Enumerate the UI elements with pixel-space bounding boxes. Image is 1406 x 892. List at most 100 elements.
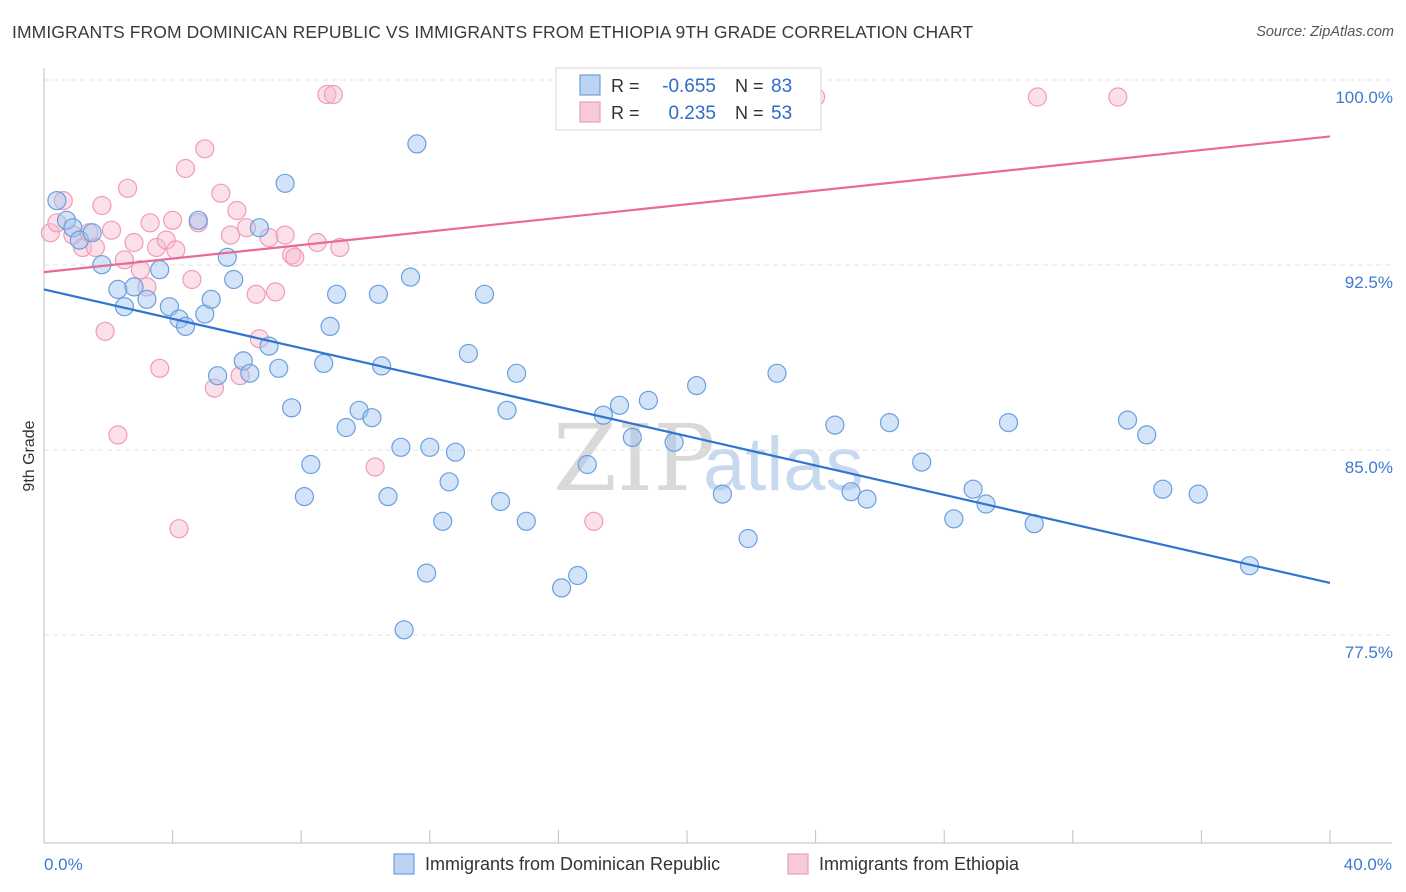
ethiopia-point xyxy=(85,237,106,258)
legend-r-label-1: R = xyxy=(611,76,640,96)
dominican-point xyxy=(378,487,398,507)
dominican-point xyxy=(327,284,347,304)
dominican-point xyxy=(1137,425,1157,445)
dominican-point xyxy=(879,413,900,433)
dominican-point xyxy=(568,565,588,586)
dominican-point xyxy=(490,491,511,512)
dominican-point xyxy=(301,454,321,475)
ethiopia-point xyxy=(265,282,286,302)
legend-n-label-2: N = xyxy=(735,103,764,123)
y-tick-label: 100.0% xyxy=(1335,88,1393,107)
dominican-point xyxy=(240,363,260,383)
dominican-point xyxy=(767,363,787,383)
dominican-point xyxy=(841,482,861,502)
dominican-point xyxy=(108,279,128,299)
dominican-point xyxy=(1188,484,1208,504)
ethiopia-point xyxy=(108,425,128,445)
dominican-point xyxy=(56,210,77,230)
ethiopia-point xyxy=(584,511,604,531)
ethiopia-point xyxy=(146,237,167,258)
ethiopia-point xyxy=(1027,87,1048,107)
chart-title: IMMIGRANTS FROM DOMINICAN REPUBLIC VS IM… xyxy=(12,22,974,42)
dominican-point xyxy=(445,442,466,462)
ethiopia-point xyxy=(40,223,61,243)
dominican-point xyxy=(47,191,67,211)
dominican-point xyxy=(420,437,440,457)
ethiopia-point xyxy=(182,269,202,290)
dominican-point xyxy=(638,390,659,410)
ethiopia-swatch xyxy=(579,101,601,123)
dominican-point xyxy=(368,284,388,304)
ethiopia-point xyxy=(204,378,224,398)
legend-r-value-2: 0.235 xyxy=(668,103,716,124)
ethiopia-point xyxy=(330,237,350,258)
ethiopia-point xyxy=(130,260,150,280)
dominican-point xyxy=(150,260,170,280)
watermark-atlas: atlas xyxy=(703,422,864,507)
dominican-point xyxy=(497,400,517,420)
dominican-point xyxy=(912,452,932,472)
dominican-point xyxy=(686,376,707,396)
y-tick-labels: 77.5% 85.0% 92.5% 100.0% xyxy=(1335,88,1393,662)
ethiopia-point xyxy=(211,183,231,203)
ethiopia-points xyxy=(40,84,1128,539)
ethiopia-point xyxy=(166,240,186,260)
dominican-point xyxy=(577,454,597,475)
dominican-point xyxy=(1117,410,1138,430)
legend-n-label-1: N = xyxy=(735,76,764,96)
dominican-point xyxy=(458,343,478,364)
ethiopia-point xyxy=(156,230,176,250)
ethiopia-point xyxy=(53,191,73,211)
dominican-point xyxy=(314,353,334,373)
dominican-point xyxy=(609,395,630,415)
dominican-point xyxy=(217,247,237,267)
dominican-point xyxy=(506,363,527,383)
dominican-point xyxy=(439,472,459,492)
watermark-zip: ZIP xyxy=(553,405,715,512)
legend-swatch-ethiopia xyxy=(787,853,809,875)
dominican-point xyxy=(738,528,758,549)
ethiopia-point xyxy=(220,225,241,245)
source-label: Source: ZipAtlas.com xyxy=(1256,24,1394,40)
ethiopia-point xyxy=(246,284,266,304)
ethiopia-point xyxy=(259,228,279,248)
ethiopia-point xyxy=(365,457,385,477)
series-legend: Immigrants from Dominican Republic Immig… xyxy=(393,853,1020,875)
dominican-point xyxy=(551,578,572,598)
y-tick-label: 77.5% xyxy=(1345,643,1393,662)
ethiopia-point xyxy=(124,232,144,253)
ethiopia-point xyxy=(317,84,337,105)
dominican-point xyxy=(474,284,495,304)
y-axis-label: 9th Grade xyxy=(21,420,38,491)
dominican-point xyxy=(82,223,102,243)
ethiopia-point xyxy=(227,200,247,221)
dominican-point xyxy=(400,267,421,287)
ethiopia-point xyxy=(101,220,122,240)
dominican-point xyxy=(825,415,845,435)
dominican-point xyxy=(269,358,289,378)
legend-n-value-2: 53 xyxy=(771,103,792,124)
legend-label-ethiopia: Immigrants from Ethiopia xyxy=(819,854,1020,874)
ethiopia-point xyxy=(275,225,295,245)
ethiopia-point xyxy=(1108,87,1128,107)
ethiopia-point xyxy=(114,250,135,270)
dominican-points xyxy=(47,134,1260,640)
dominican-point xyxy=(944,509,964,529)
stats-legend: R = -0.655 N = 83 R = 0.235 N = 53 xyxy=(555,67,822,131)
dominican-point xyxy=(224,269,244,290)
dominican-point xyxy=(208,366,228,386)
ethiopia-point xyxy=(175,158,196,179)
dominican-point xyxy=(712,484,733,504)
y-tick-label: 85.0% xyxy=(1345,458,1393,477)
dominican-point xyxy=(233,351,253,371)
legend-swatch-dominican xyxy=(393,853,415,875)
dominican-point xyxy=(249,218,269,238)
dominican-point xyxy=(362,408,382,428)
dominican-point xyxy=(394,620,414,640)
ethiopia-point xyxy=(117,178,138,198)
dominican-point xyxy=(137,289,157,309)
ethiopia-trend-line xyxy=(43,135,1331,274)
x-tick-label-max: 40.0% xyxy=(1344,855,1392,874)
dominican-point xyxy=(124,277,144,297)
